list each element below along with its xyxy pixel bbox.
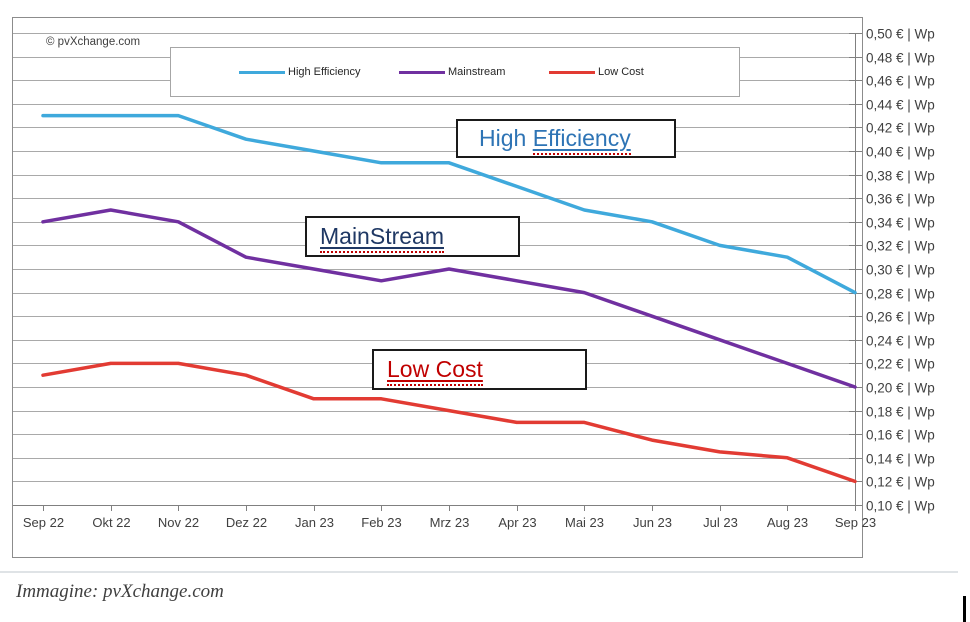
chart-source-credit: © pvXchange.com [46, 36, 141, 48]
x-tick-label: Jan 23 [295, 515, 334, 530]
y-tick-label: 0,32 € | Wp [866, 239, 935, 254]
y-tick-label: 0,50 € | Wp [866, 27, 935, 42]
legend-label: High Efficiency [288, 66, 361, 78]
x-tick-label: Mai 23 [565, 515, 604, 530]
y-tick-label: 0,14 € | Wp [866, 452, 935, 467]
y-tick-label: 0,44 € | Wp [866, 98, 935, 113]
annotation-underlined-text: Low Cost [387, 356, 483, 386]
mainstream-line-swatch [399, 70, 445, 74]
low-cost-line-swatch [549, 70, 595, 74]
y-tick-label: 0,12 € | Wp [866, 475, 935, 490]
annotation-underlined-text: MainStream [320, 223, 444, 253]
x-tick-label: Aug 23 [767, 515, 808, 530]
y-tick-label: 0,42 € | Wp [866, 121, 935, 136]
annotation-high-efficiency: High Efficiency [456, 119, 676, 158]
chart-legend: High Efficiency Mainstream Low Cost [170, 47, 740, 97]
y-tick-label: 0,30 € | Wp [866, 263, 935, 278]
y-tick-label: 0,24 € | Wp [866, 334, 935, 349]
y-tick-label: 0,20 € | Wp [866, 381, 935, 396]
y-tick-label: 0,16 € | Wp [866, 428, 935, 443]
x-tick-label: Nov 22 [158, 515, 199, 530]
annotation-low-cost: Low Cost [372, 349, 587, 390]
x-tick-label: Dez 22 [226, 515, 267, 530]
y-tick-label: 0,18 € | Wp [866, 405, 935, 420]
annotation-mainstream: MainStream [305, 216, 520, 257]
legend-item-low-cost: Low Cost [549, 48, 644, 96]
x-tick-label: Apr 23 [498, 515, 536, 530]
x-tick-label: Jul 23 [703, 515, 738, 530]
x-tick-label: Okt 22 [92, 515, 130, 530]
y-tick-label: 0,34 € | Wp [866, 216, 935, 231]
y-tick-label: 0,46 € | Wp [866, 74, 935, 89]
annotation-prefix: High [479, 125, 533, 151]
image-caption: Immagine: pvXchange.com [16, 581, 224, 602]
y-tick-label: 0,28 € | Wp [866, 287, 935, 302]
text-cursor [963, 596, 966, 622]
legend-item-high-efficiency: High Efficiency [239, 48, 361, 96]
x-tick-label: Sep 23 [835, 515, 876, 530]
high-efficiency-line-swatch [239, 70, 285, 74]
x-tick-label: Feb 23 [361, 515, 401, 530]
series-line-low-cost [41, 361, 857, 484]
y-tick-label: 0,10 € | Wp [866, 499, 935, 514]
x-tick-label: Sep 22 [23, 515, 64, 530]
y-tick-label: 0,36 € | Wp [866, 192, 935, 207]
x-tick-label: Mrz 23 [430, 515, 470, 530]
legend-label: Mainstream [448, 66, 506, 78]
y-tick-label: 0,40 € | Wp [866, 145, 935, 160]
series-line-high-efficiency [41, 113, 857, 295]
y-tick-label: 0,22 € | Wp [866, 357, 935, 372]
annotation-underlined-text: Efficiency [532, 125, 631, 155]
legend-label: Low Cost [598, 66, 644, 78]
y-tick-label: 0,26 € | Wp [866, 310, 935, 325]
y-tick-label: 0,38 € | Wp [866, 169, 935, 184]
x-tick-label: Jun 23 [633, 515, 672, 530]
y-tick-label: 0,48 € | Wp [866, 51, 935, 66]
series-line-mainstream [41, 208, 857, 389]
legend-item-mainstream: Mainstream [399, 48, 505, 96]
caption-divider [0, 571, 958, 573]
chart-frame [12, 17, 863, 558]
